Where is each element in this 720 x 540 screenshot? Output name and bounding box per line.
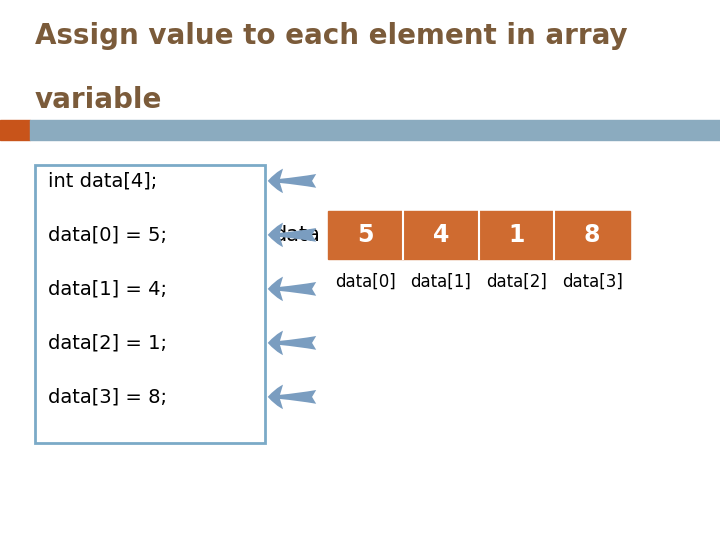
Text: 5: 5 [357,223,374,247]
Text: data[1]: data[1] [410,273,472,291]
Text: Assign value to each element in array: Assign value to each element in array [35,22,627,50]
Text: data[3] = 8;: data[3] = 8; [48,387,166,407]
Bar [554,211,630,259]
Bar [0,120,30,140]
Text: data[2] = 1;: data[2] = 1; [48,333,166,353]
Text: data[2]: data[2] [486,273,547,291]
Text: data: data [274,225,320,245]
Text: data[1] = 4;: data[1] = 4; [48,279,166,299]
Text: 4: 4 [433,223,449,247]
Text: data[0]: data[0] [335,273,396,291]
Bar [479,211,554,259]
Text: int data[4];: int data[4]; [48,171,157,191]
Bar [403,211,479,259]
Text: 8: 8 [584,223,600,247]
Bar [30,120,720,140]
FancyBboxPatch shape [35,165,265,443]
Text: variable: variable [35,86,162,114]
Text: data[3]: data[3] [562,273,623,291]
Bar [328,211,403,259]
Text: data[0] = 5;: data[0] = 5; [48,225,166,245]
Text: 1: 1 [508,223,525,247]
